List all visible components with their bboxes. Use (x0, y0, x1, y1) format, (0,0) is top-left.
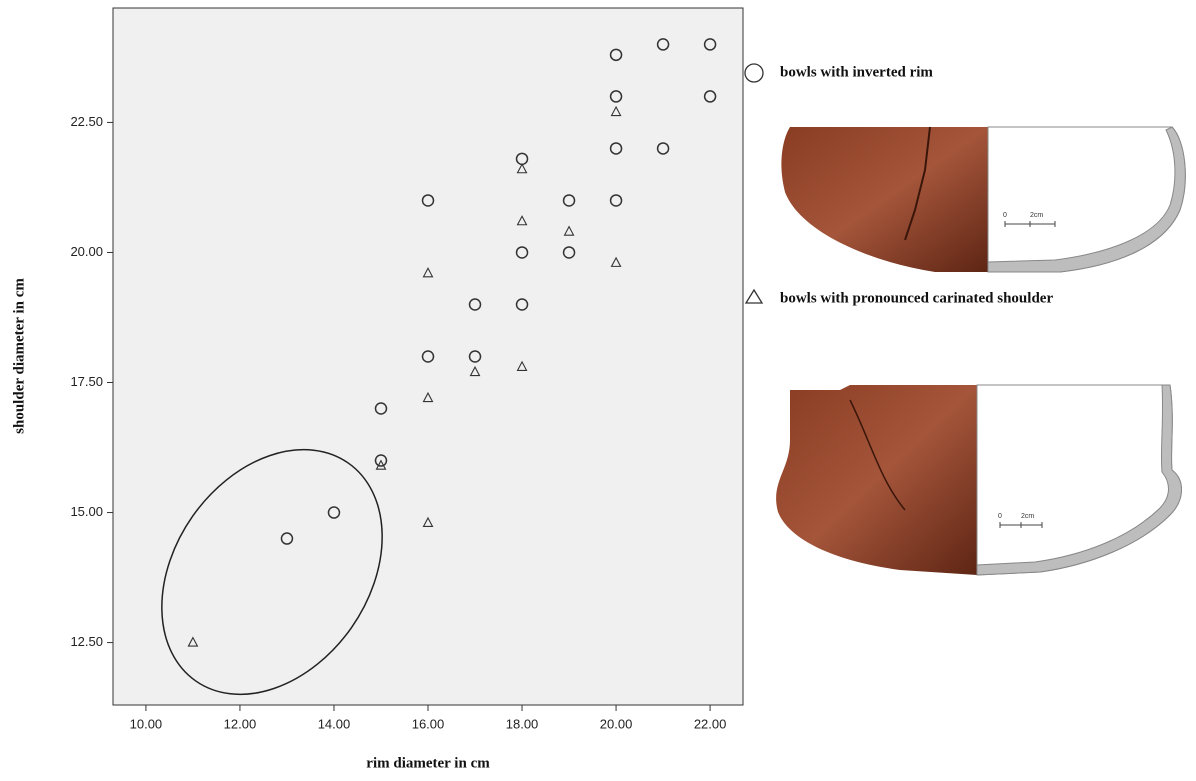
bowl-photo (776, 385, 977, 575)
bowl-drawing (988, 127, 1185, 272)
legend-label: bowls with pronounced carinated shoulder (780, 290, 1053, 306)
x-tick-label: 20.00 (600, 716, 633, 731)
chart: rim diameter in cm shoulder diameter in … (0, 0, 1196, 776)
x-tick-label: 12.00 (224, 716, 257, 731)
y-tick-label: 15.00 (70, 504, 103, 519)
y-tick-label: 22.50 (70, 114, 103, 129)
legend-marker (745, 64, 763, 82)
legend-marker (746, 290, 762, 303)
scale-label: 2cm (1021, 513, 1034, 520)
x-tick-label: 14.00 (318, 716, 351, 731)
y-axis-label: shoulder diameter in cm (11, 278, 27, 434)
scale-label: 0 (1003, 212, 1007, 219)
x-tick-label: 22.00 (694, 716, 727, 731)
bowl-photo (781, 127, 988, 272)
x-axis-label: rim diameter in cm (366, 755, 490, 771)
scale-label: 2cm (1030, 212, 1043, 219)
y-tick-label: 20.00 (70, 244, 103, 259)
scale-label: 0 (998, 513, 1002, 520)
legend-label: bowls with inverted rim (780, 64, 933, 80)
x-tick-label: 18.00 (506, 716, 539, 731)
bowl-drawing (977, 385, 1182, 575)
x-tick-label: 16.00 (412, 716, 445, 731)
y-tick-label: 17.50 (70, 374, 103, 389)
x-tick-label: 10.00 (130, 716, 163, 731)
plot-area (113, 8, 743, 705)
page: rim diameter in cm shoulder diameter in … (0, 0, 1196, 781)
y-tick-label: 12.50 (70, 634, 103, 649)
